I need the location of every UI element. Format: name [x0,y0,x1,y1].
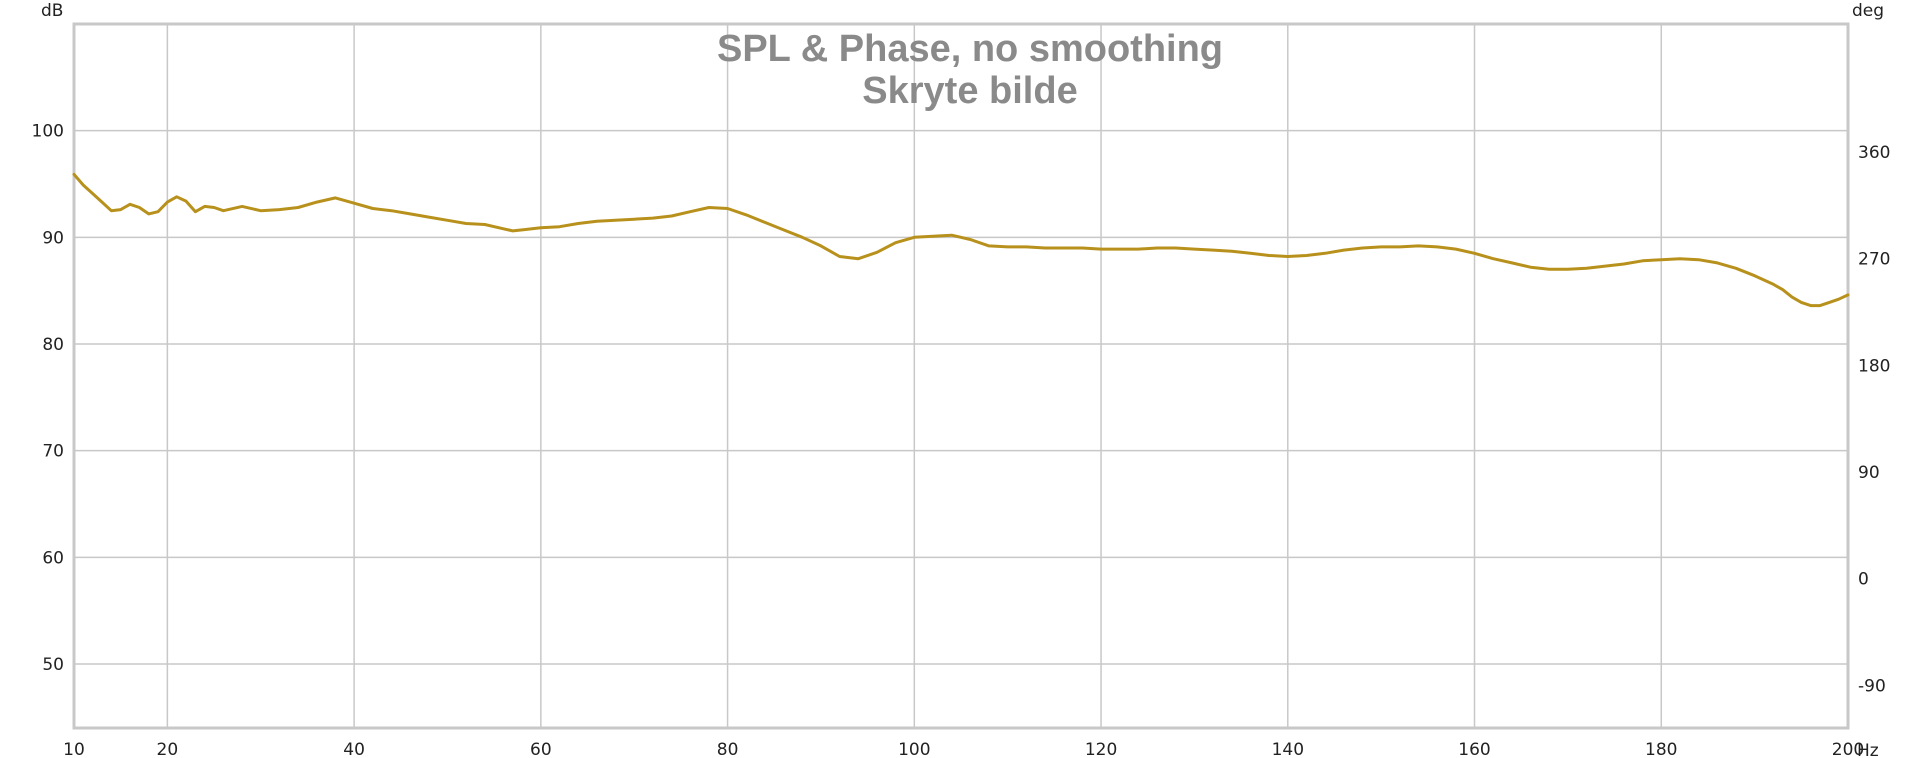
x-unit-label: Hz [1857,741,1879,758]
y-tick-label: 70 [42,442,64,462]
grid [74,24,1848,728]
x-tick-label: 120 [1085,740,1117,758]
x-tick-label: 10 [63,740,85,758]
y-tick-label: 80 [42,335,64,355]
plot-area [72,22,1850,730]
y2-tick-label: -90 [1858,676,1886,696]
chart-subtitle: Skryte bilde [862,70,1077,112]
x-tick-label: 140 [1272,740,1304,758]
y2-tick-label: 90 [1858,463,1880,483]
series-layer [72,172,1850,308]
y-tick-label: 100 [32,122,64,142]
x-tick-label: 200 [1832,740,1864,758]
chart-title: SPL & Phase, no smoothing [717,28,1223,70]
x-tick-label: 100 [898,740,930,758]
x-tick-label: 160 [1458,740,1490,758]
y2-tick-label: 0 [1858,570,1869,590]
y-tick-label: 90 [42,228,64,248]
x-tick-label: 60 [530,740,552,758]
x-tick-label: 80 [717,740,739,758]
y2-tick-label: 180 [1858,356,1890,376]
y2-tick-label: 270 [1858,250,1890,270]
x-tick-label: 20 [157,740,179,758]
y-axis-label: dB [41,1,63,21]
y-tick-label: 50 [42,655,64,675]
tick-labels: 10 20 40 60 80 100 120 140 160 180 200 100 90 80 70 60 5… [32,122,1891,758]
y2-tick-label: 360 [1858,143,1890,163]
y2-axis-label: deg [1852,1,1884,21]
spl-curve [72,172,1850,308]
y-tick-label: 60 [42,548,64,568]
x-tick-label: 180 [1645,740,1677,758]
x-tick-label: 40 [343,740,365,758]
